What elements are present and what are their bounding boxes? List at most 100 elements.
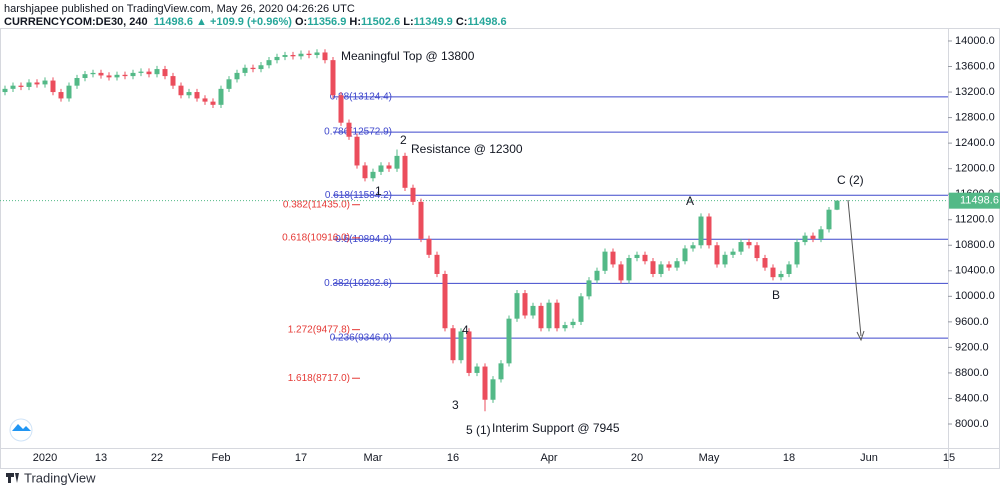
candle-body	[210, 101, 216, 105]
y-tick-label: 12800.0	[955, 111, 995, 123]
arrow	[847, 199, 862, 337]
y-tick-label: 9200.0	[955, 341, 989, 353]
candle-body	[122, 74, 128, 77]
candle-body	[226, 79, 232, 89]
candle-body	[826, 209, 832, 230]
close: 11498.6	[467, 16, 507, 28]
y-tick-label: 10000.0	[955, 290, 995, 302]
candle-body	[530, 305, 536, 316]
candle-body	[362, 165, 368, 179]
fib-label: 0.236(9346.0)	[330, 333, 392, 344]
candle-body	[626, 258, 632, 281]
candle-body	[466, 331, 472, 373]
x-tick-label: 18	[783, 452, 795, 464]
candle-body	[378, 165, 384, 172]
candle-body	[578, 296, 584, 322]
candle-body	[586, 280, 592, 297]
annotation: 4	[462, 323, 469, 337]
candle-body	[450, 328, 456, 361]
candle-body	[698, 216, 704, 246]
candle-body	[26, 82, 32, 87]
annotation: 2	[400, 133, 407, 147]
symbol-line: CURRENCYCOM:DE30, 240 11498.6 ▲ +109.9 (…	[4, 16, 507, 28]
candle-body	[162, 69, 168, 77]
candle-body	[274, 56, 280, 61]
annotation: 3	[452, 398, 459, 412]
extension-label: 0.618(10916.0)	[282, 232, 350, 243]
candle-body	[754, 245, 760, 259]
y-tick-label: 12400.0	[955, 137, 995, 149]
annotation: 1	[375, 184, 382, 198]
candle-body	[114, 74, 120, 78]
candle-body	[746, 242, 752, 246]
candle-body	[18, 85, 24, 87]
x-tick-label: Apr	[540, 452, 557, 464]
candle-body	[90, 72, 96, 75]
symbol: CURRENCYCOM:DE30, 240	[4, 16, 148, 28]
candle-body	[338, 95, 344, 123]
candle-body	[546, 302, 552, 329]
candle-body	[610, 251, 616, 265]
candle-body	[306, 53, 312, 56]
candle-body	[66, 85, 72, 99]
candle-body	[418, 201, 424, 239]
candle-body	[650, 261, 656, 274]
candle-body	[514, 293, 520, 319]
candle-body	[666, 264, 672, 268]
extension-label: 1.272(9477.8)	[288, 324, 350, 335]
candle-body	[762, 258, 768, 268]
annotation: B	[772, 288, 780, 302]
price: 11498.6	[153, 16, 193, 28]
watermark-logo	[12, 424, 31, 431]
extension-label: 0.382(11435.0)	[283, 199, 350, 210]
candle-body	[186, 92, 192, 96]
candle-body	[818, 229, 824, 239]
y-tick-label: 12000.0	[955, 163, 995, 175]
candle-body	[178, 85, 184, 96]
candle-body	[242, 67, 248, 73]
candle-body	[618, 264, 624, 281]
plot: 8000.0 8400.0 8800.0 9200.0 9600.0 10000.0 104…	[0, 35, 1000, 464]
fib-label: 0.88(13124.4)	[330, 92, 392, 103]
candle-body	[394, 155, 400, 169]
candle-body	[770, 267, 776, 278]
candle-body	[82, 74, 88, 79]
annotation: 5 (1)	[466, 423, 491, 437]
candle-body	[282, 55, 288, 57]
candle-body	[58, 92, 64, 99]
extension-label: 1.618(8717.0)	[288, 373, 350, 384]
candle-body	[794, 242, 800, 265]
x-tick-label: 13	[95, 452, 107, 464]
candle-body	[498, 363, 504, 380]
candle-body	[810, 235, 816, 239]
candle-body	[714, 245, 720, 265]
candle-body	[354, 136, 360, 166]
candle-body	[266, 60, 272, 66]
candle-body	[50, 80, 56, 93]
candle-body	[410, 187, 416, 202]
candle-body	[290, 55, 296, 57]
candle-body	[562, 325, 568, 329]
y-tick-label: 13600.0	[955, 60, 995, 72]
candle-body	[722, 254, 728, 265]
candle-body	[458, 331, 464, 361]
candle-body	[442, 273, 448, 329]
candle-body	[682, 248, 688, 262]
y-tick-label: 13200.0	[955, 86, 995, 98]
candle-body	[298, 53, 304, 57]
candle-body	[74, 78, 80, 86]
y-tick-label: 10800.0	[955, 239, 995, 251]
candle-body	[98, 72, 104, 76]
candle-body	[834, 200, 840, 210]
candle-body	[138, 71, 144, 73]
close-label: C:	[455, 16, 468, 28]
fib-label: 0.5(10894.9)	[335, 234, 392, 245]
candle-body	[426, 238, 432, 255]
y-tick-label: 10400.0	[955, 265, 995, 277]
candle-body	[690, 245, 696, 249]
high-label: H:	[349, 16, 362, 28]
x-tick-label: Feb	[212, 452, 231, 464]
x-tick-label: 22	[151, 452, 163, 464]
candle-body	[538, 305, 544, 329]
candle-body	[218, 88, 224, 105]
